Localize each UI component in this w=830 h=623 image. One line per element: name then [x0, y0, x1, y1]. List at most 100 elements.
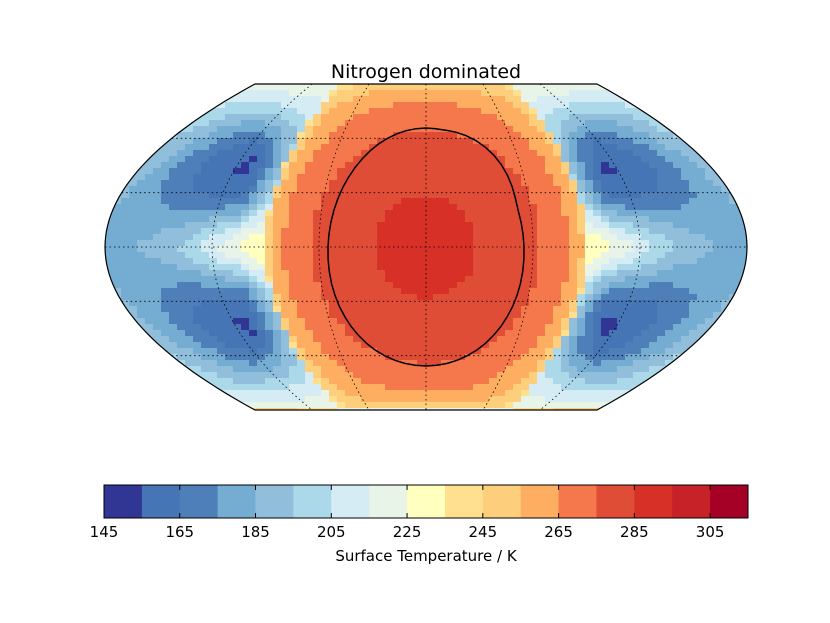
field-cell — [193, 156, 202, 163]
field-cell — [649, 228, 658, 235]
field-cell — [665, 252, 674, 259]
field-cell — [409, 348, 418, 355]
field-cell — [689, 330, 698, 337]
field-cell — [569, 366, 578, 373]
field-cell — [601, 354, 610, 361]
field-cell — [625, 228, 634, 235]
field-cell — [481, 246, 490, 253]
field-cell — [529, 120, 538, 127]
field-cell — [337, 216, 346, 223]
field-cell — [217, 336, 226, 343]
field-cell — [297, 402, 306, 409]
field-cell — [337, 282, 346, 289]
field-cell — [481, 192, 490, 199]
field-cell — [537, 90, 546, 97]
field-cell — [449, 396, 458, 403]
field-cell — [617, 312, 626, 319]
field-cell — [441, 84, 450, 91]
field-cell — [521, 348, 530, 355]
field-cell — [161, 336, 170, 343]
field-cell — [257, 222, 266, 229]
field-cell — [569, 192, 578, 199]
field-cell — [177, 234, 186, 241]
field-cell — [521, 408, 530, 410]
field-cell — [593, 264, 602, 271]
field-cell — [241, 294, 250, 301]
field-cell — [297, 258, 306, 265]
field-cell — [489, 192, 498, 199]
field-cell — [417, 90, 426, 97]
field-cell — [377, 408, 386, 410]
field-cell — [393, 300, 402, 307]
field-cell — [233, 330, 242, 337]
field-cell — [561, 144, 570, 151]
field-cell — [601, 312, 610, 319]
field-cell — [481, 228, 490, 235]
field-cell — [521, 240, 530, 247]
field-cell — [457, 306, 466, 313]
field-cell — [217, 150, 226, 157]
field-cell — [329, 324, 338, 331]
field-cell — [217, 234, 226, 241]
field-cell — [145, 168, 154, 175]
field-cell — [401, 102, 410, 109]
field-cell — [305, 174, 314, 181]
field-cell — [625, 144, 634, 151]
field-cell — [625, 210, 634, 217]
field-cell — [625, 150, 634, 157]
field-cell — [441, 228, 450, 235]
field-cell — [657, 330, 666, 337]
field-cell — [641, 168, 650, 175]
field-cell — [457, 228, 466, 235]
field-cell — [417, 336, 426, 343]
field-cell — [281, 138, 290, 145]
field-cell — [489, 264, 498, 271]
field-cell — [425, 282, 434, 289]
field-cell — [273, 378, 282, 385]
field-cell — [249, 390, 258, 397]
field-cell — [665, 324, 674, 331]
field-cell — [121, 294, 130, 301]
field-cell — [169, 288, 178, 295]
field-cell — [345, 228, 354, 235]
field-cell — [449, 258, 458, 265]
temperature-field — [105, 84, 747, 410]
field-cell — [561, 366, 570, 373]
field-cell — [393, 180, 402, 187]
field-cell — [641, 372, 650, 379]
field-cell — [585, 360, 594, 367]
field-cell — [257, 138, 266, 145]
field-cell — [449, 348, 458, 355]
field-cell — [529, 114, 538, 121]
field-cell — [513, 114, 522, 121]
field-cell — [233, 108, 242, 115]
field-cell — [473, 180, 482, 187]
field-cell — [313, 120, 322, 127]
field-cell — [569, 348, 578, 355]
field-cell — [297, 84, 306, 91]
field-cell — [433, 222, 442, 229]
field-cell — [617, 240, 626, 247]
field-cell — [337, 246, 346, 253]
field-cell — [361, 390, 370, 397]
field-cell — [521, 150, 530, 157]
field-cell — [529, 390, 538, 397]
field-cell — [409, 360, 418, 367]
field-cell — [697, 162, 706, 169]
field-cell — [273, 252, 282, 259]
field-cell — [265, 324, 274, 331]
field-cell — [289, 162, 298, 169]
field-cell — [137, 198, 146, 205]
field-cell — [593, 354, 602, 361]
field-cell — [265, 210, 274, 217]
field-cell — [561, 120, 570, 127]
field-cell — [401, 108, 410, 115]
field-cell — [369, 90, 378, 97]
field-cell — [257, 246, 266, 253]
field-cell — [345, 240, 354, 247]
field-cell — [329, 342, 338, 349]
field-cell — [617, 348, 626, 355]
field-cell — [257, 210, 266, 217]
field-cell — [449, 252, 458, 259]
field-cell — [417, 102, 426, 109]
